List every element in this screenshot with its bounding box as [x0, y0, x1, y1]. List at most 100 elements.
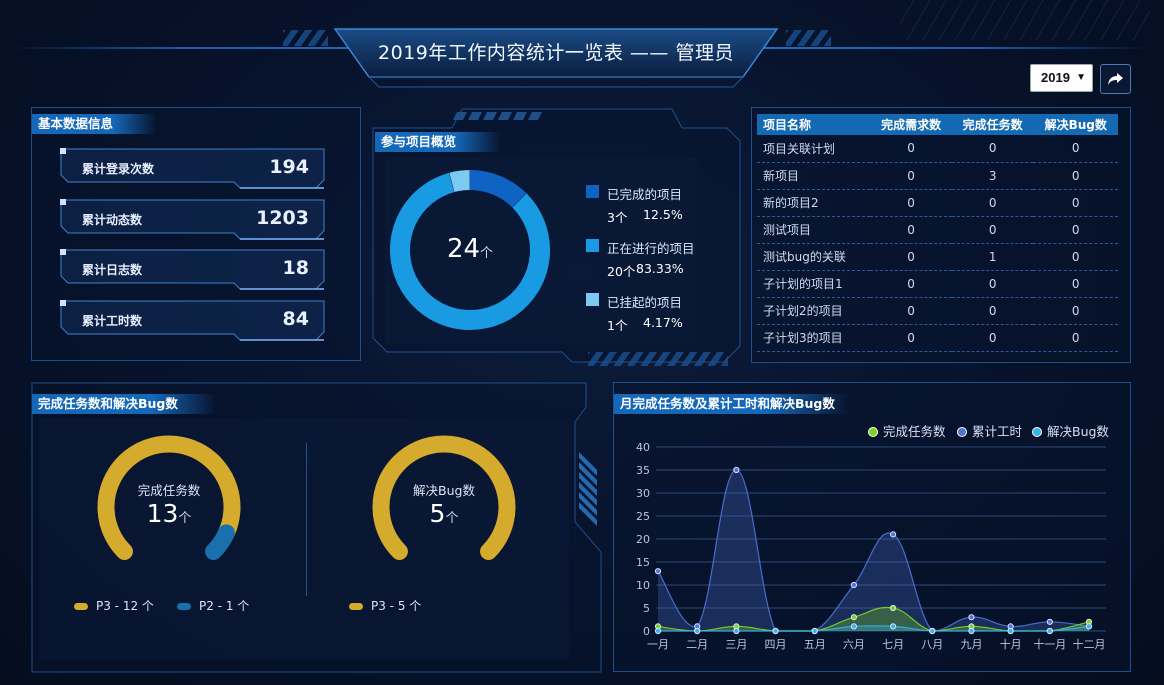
table-row[interactable]: 测试项目 0 0 0 — [757, 216, 1118, 244]
column-header[interactable]: 解决Bug数 — [1033, 114, 1118, 135]
cell: 0 — [1033, 135, 1118, 163]
tasks-gauge-number: 13 — [146, 499, 179, 528]
table-row[interactable]: 项目关联计划 0 0 0 — [757, 135, 1118, 163]
cell: 0 — [1033, 270, 1118, 298]
monthly-chart-title: 月完成任务数及累计工时和解决Bug数 — [614, 394, 849, 414]
data-point[interactable] — [1085, 623, 1093, 630]
cell: 0 — [1033, 243, 1118, 271]
stat-label: 累计工时数 — [82, 314, 143, 328]
stat-login-count: 累计登录次数 194 — [60, 148, 325, 189]
cell-project-name: 测试项目 — [757, 216, 871, 244]
data-point[interactable] — [889, 623, 897, 630]
cell-project-name: 新项目 — [757, 162, 871, 190]
table-row[interactable]: 子计划2的项目 0 0 0 — [757, 297, 1118, 325]
data-point[interactable] — [850, 623, 858, 630]
year-select[interactable]: 2019 ▼ — [1030, 64, 1093, 92]
legend-label: P3 - 5 个 — [371, 599, 422, 613]
x-tick-label: 七月 — [882, 638, 904, 651]
bugs-gauge-number: 5 — [429, 499, 446, 528]
donut-slice[interactable] — [449, 170, 471, 193]
legend-percent: 4.17% — [643, 315, 683, 330]
cell: 0 — [1033, 216, 1118, 244]
cell-project-name: 项目关联计划 — [757, 135, 871, 163]
cell: 0 — [951, 297, 1034, 325]
stat-frame — [60, 199, 325, 240]
series-area — [658, 607, 1089, 631]
data-point[interactable] — [889, 531, 897, 538]
tasks-gauge-unit: 个 — [178, 511, 192, 526]
stat-value: 1203 — [256, 207, 309, 229]
table-row[interactable]: 新项目 0 3 0 — [757, 162, 1118, 190]
bugs-legend-p3: P3 - 5 个 — [349, 597, 421, 614]
data-point[interactable] — [1046, 618, 1053, 625]
legend-swatch-completed — [586, 185, 599, 198]
table-row[interactable]: 子计划3的项目 0 0 0 — [757, 324, 1118, 352]
legend-item-bugs[interactable]: 解决Bug数 — [1032, 421, 1109, 440]
data-point[interactable] — [694, 627, 701, 635]
data-point[interactable] — [733, 627, 740, 635]
legend-item-tasks[interactable]: 完成任务数 — [868, 421, 946, 440]
stat-log-count: 累计日志数 18 — [60, 249, 325, 290]
data-point[interactable] — [1007, 627, 1014, 635]
column-header[interactable]: 完成需求数 — [870, 114, 952, 135]
column-header[interactable]: 完成任务数 — [951, 114, 1034, 135]
stat-frame — [60, 300, 325, 341]
legend-item-hours[interactable]: 累计工时 — [957, 421, 1022, 440]
x-tick-label: 十一月 — [1033, 637, 1066, 651]
basic-info-title: 基本数据信息 — [32, 114, 157, 134]
stat-activity-count: 累计动态数 1203 — [60, 199, 325, 240]
donut-total-unit: 个 — [480, 246, 494, 261]
data-point[interactable] — [772, 627, 779, 635]
stat-value: 194 — [269, 156, 309, 178]
header-decoration-left — [283, 30, 328, 46]
data-point[interactable] — [654, 568, 662, 575]
data-point[interactable] — [889, 604, 897, 612]
cell-project-name: 测试bug的关联 — [757, 243, 871, 271]
y-tick-label: 5 — [643, 602, 650, 615]
data-point[interactable] — [1046, 627, 1053, 635]
share-button[interactable] — [1100, 64, 1131, 94]
data-point[interactable] — [968, 614, 975, 621]
bugs-gauge — [372, 435, 516, 561]
title-frame — [333, 28, 779, 88]
series-line — [658, 625, 1090, 632]
cell: 0 — [951, 216, 1034, 244]
data-point[interactable] — [811, 627, 818, 635]
gauge-segment[interactable] — [205, 524, 235, 561]
legend-name: 已完成的项目 — [607, 187, 683, 202]
cell: 0 — [1033, 297, 1118, 325]
legend-name: 已挂起的项目 — [607, 295, 683, 310]
data-point[interactable] — [968, 627, 975, 635]
series-area — [658, 625, 1089, 631]
stat-frame — [60, 148, 325, 189]
cell: 0 — [951, 270, 1034, 298]
table-row[interactable]: 子计划的项目1 0 0 0 — [757, 270, 1118, 298]
y-tick-label: 20 — [636, 533, 650, 546]
cell: 0 — [870, 162, 952, 190]
data-point[interactable] — [929, 627, 936, 635]
data-point[interactable] — [654, 627, 662, 635]
table-row[interactable]: 测试bug的关联 0 1 0 — [757, 243, 1118, 271]
stat-label: 累计登录次数 — [82, 162, 155, 176]
cell: 0 — [1033, 162, 1118, 190]
cell-project-name: 子计划的项目1 — [757, 270, 871, 298]
table-row[interactable]: 新的项目2 0 0 0 — [757, 189, 1118, 217]
legend-label: 累计工时 — [972, 424, 1023, 439]
x-tick-label: 三月 — [725, 638, 747, 651]
legend-label: P3 - 12 个 — [96, 599, 154, 613]
legend-swatch-in-progress — [586, 239, 599, 252]
data-point[interactable] — [850, 581, 858, 589]
gauge-segment[interactable] — [97, 435, 241, 561]
data-point[interactable] — [850, 614, 858, 621]
legend-swatch — [177, 603, 191, 610]
gauge-segment[interactable] — [372, 435, 516, 561]
cell: 0 — [870, 297, 952, 325]
donut-slice[interactable] — [390, 172, 550, 330]
year-select-value: 2019 — [1041, 70, 1070, 85]
column-header[interactable]: 项目名称 — [757, 114, 871, 135]
y-tick-label: 40 — [636, 441, 650, 454]
legend-dot — [957, 427, 967, 437]
donut-slice[interactable] — [469, 170, 527, 208]
data-point[interactable] — [733, 466, 740, 474]
gauge-divider — [306, 443, 307, 596]
